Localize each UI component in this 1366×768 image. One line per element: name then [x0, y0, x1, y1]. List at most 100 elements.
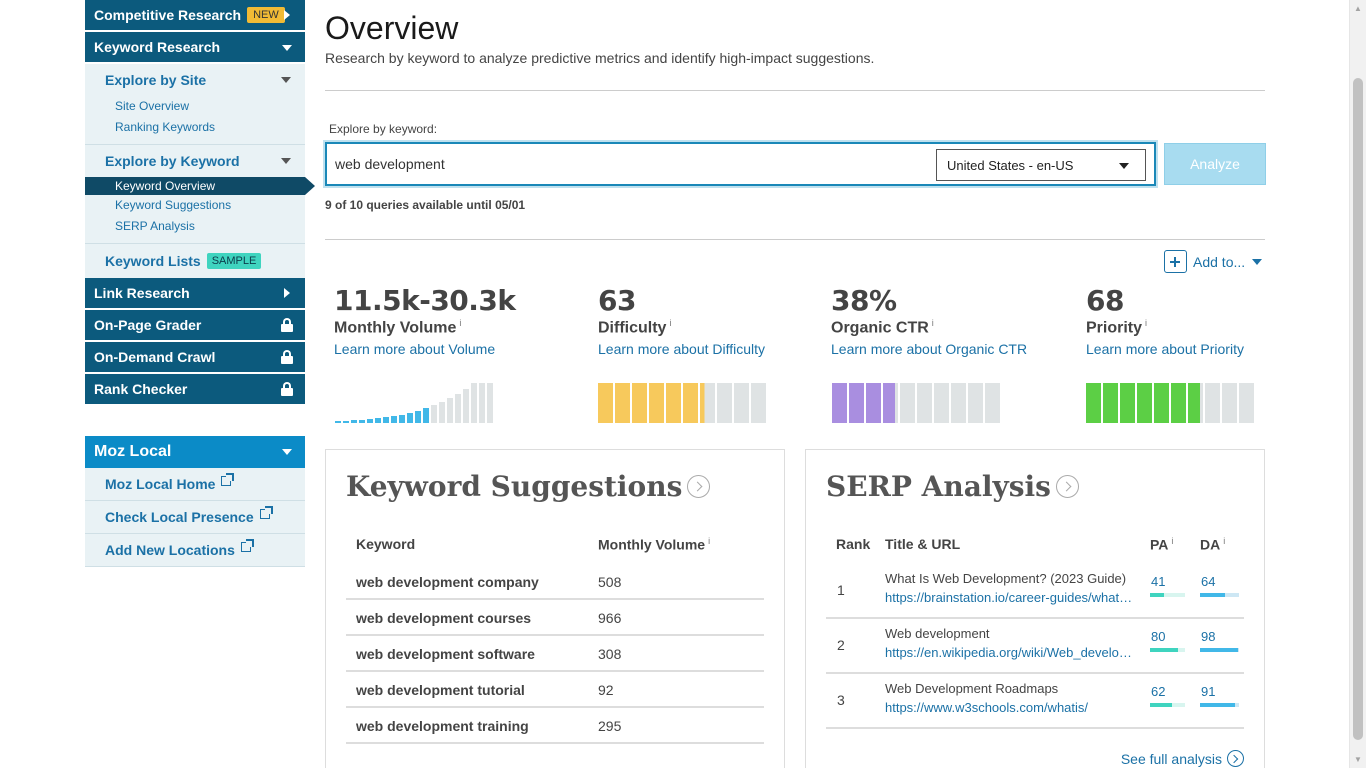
info-icon[interactable]: i [1145, 318, 1148, 328]
column-header-title-url: Title & URL [885, 536, 961, 552]
gauge-segment [1188, 383, 1203, 423]
da-value[interactable]: 64 [1201, 574, 1216, 589]
explore-by-keyword-link[interactable]: Explore by Keyword [105, 153, 240, 169]
chevron-down-icon [1119, 163, 1129, 169]
nav-label: On-Demand Crawl [94, 349, 216, 365]
explore-by-site-header[interactable]: Explore by Site [85, 64, 305, 96]
sidebar-item-keyword-suggestions[interactable]: Keyword Suggestions [85, 195, 305, 216]
moz-local-home-link[interactable]: Moz Local Home [105, 476, 216, 492]
info-icon[interactable]: i [708, 536, 711, 546]
chevron-down-icon [282, 45, 292, 51]
metric-name: Priority i [1086, 318, 1148, 337]
serp-analysis-link[interactable]: SERP Analysis [115, 219, 195, 233]
da-value[interactable]: 98 [1201, 629, 1216, 644]
scrollbar-thumb[interactable] [1353, 78, 1363, 740]
pa-bar [1150, 703, 1185, 707]
organic-ctr-gauge [832, 383, 1002, 423]
keyword-search-input[interactable] [335, 156, 915, 172]
gauge-segment [1171, 383, 1186, 423]
nav-on-demand-crawl[interactable]: On-Demand Crawl [85, 342, 305, 372]
gauge-segment [934, 383, 949, 423]
site-overview-link[interactable]: Site Overview [115, 99, 190, 113]
keyword-lists-item[interactable]: Keyword Lists SAMPLE [85, 244, 305, 278]
info-icon[interactable]: i [1223, 536, 1226, 546]
metric-name: Difficulty i [598, 318, 672, 337]
sidebar-item-add-new-locations[interactable]: Add New Locations [85, 534, 305, 567]
analyze-button[interactable]: Analyze [1164, 143, 1266, 185]
scroll-down-icon[interactable]: ▼ [1354, 755, 1362, 764]
volume-histogram [335, 383, 495, 423]
keyword-lists-link[interactable]: Keyword Lists [105, 253, 201, 269]
sidebar-item-site-overview[interactable]: Site Overview [85, 96, 305, 117]
ranking-keywords-link[interactable]: Ranking Keywords [115, 120, 216, 134]
learn-more-ctr-link[interactable]: Learn more about Organic CTR [831, 341, 1028, 358]
volume-cell: 92 [598, 682, 614, 698]
da-value[interactable]: 91 [1201, 684, 1216, 699]
check-local-presence-link[interactable]: Check Local Presence [105, 509, 254, 525]
result-url-link[interactable]: https://www.w3schools.com/whatis/ [885, 700, 1089, 715]
rank-cell: 1 [837, 582, 845, 598]
volume-bar [415, 411, 421, 423]
page-scrollbar[interactable]: ▲ ▼ [1349, 0, 1366, 768]
nav-link-research[interactable]: Link Research [85, 278, 305, 308]
pa-value[interactable]: 62 [1151, 684, 1166, 699]
serp-analysis-title[interactable]: SERP Analysis [826, 470, 1051, 503]
pa-value[interactable]: 41 [1151, 574, 1166, 589]
pa-value[interactable]: 80 [1151, 629, 1166, 644]
circle-arrow-icon[interactable] [1055, 475, 1079, 498]
sidebar-item-keyword-overview[interactable]: Keyword Overview [85, 177, 315, 195]
explore-by-site-link[interactable]: Explore by Site [105, 72, 207, 88]
add-new-locations-link[interactable]: Add New Locations [105, 542, 235, 558]
learn-more-volume-link[interactable]: Learn more about Volume [334, 341, 496, 358]
keyword-research-submenu: Explore by Site Site Overview Ranking Ke… [85, 64, 315, 278]
keyword-cell: web development courses [356, 610, 532, 626]
sidebar-item-ranking-keywords[interactable]: Ranking Keywords [85, 117, 305, 138]
volume-bar [383, 417, 389, 423]
nav-moz-local[interactable]: Moz Local [85, 436, 305, 468]
nav-label: Moz Local [94, 443, 172, 460]
nav-on-page-grader[interactable]: On-Page Grader [85, 310, 305, 340]
gauge-segment [632, 383, 647, 423]
chevron-down-icon [1252, 258, 1263, 265]
column-header-monthly-volume: Monthly Volume i [598, 536, 711, 553]
learn-more-priority-link[interactable]: Learn more about Priority [1086, 341, 1244, 358]
add-to-label: Add to... [1193, 253, 1246, 270]
learn-more-difficulty-link[interactable]: Learn more about Difficulty [598, 341, 766, 358]
info-icon[interactable]: i [669, 318, 672, 328]
page-subtitle: Research by keyword to analyze predictiv… [325, 50, 875, 66]
sidebar-item-serp-analysis[interactable]: SERP Analysis [85, 216, 305, 237]
keyword-cell: web development software [356, 646, 535, 662]
locale-select[interactable]: United States - en-US [936, 149, 1146, 181]
da-bar-fill [1200, 648, 1239, 652]
da-bar-fill [1200, 593, 1225, 597]
explore-by-keyword-header[interactable]: Explore by Keyword [85, 145, 305, 177]
scroll-up-icon[interactable]: ▲ [1354, 4, 1362, 13]
result-url-link[interactable]: https://en.wikipedia.org/wiki/Web_develo… [885, 645, 1135, 660]
keyword-suggestions-link[interactable]: Keyword Suggestions [115, 198, 232, 212]
chevron-down-icon[interactable] [281, 77, 291, 83]
see-full-analysis-link[interactable]: See full analysis [1121, 750, 1244, 767]
volume-bar [423, 408, 429, 423]
nav-keyword-research[interactable]: Keyword Research [85, 32, 305, 62]
add-to-button[interactable]: Add to... [1164, 250, 1263, 273]
circle-arrow-icon[interactable] [687, 475, 711, 498]
sidebar-item-moz-local-home[interactable]: Moz Local Home [85, 468, 305, 501]
table-row: web development company 508 [346, 564, 764, 600]
nav-competitive-research[interactable]: Competitive Research NEW [85, 0, 305, 30]
sidebar-item-check-local-presence[interactable]: Check Local Presence [85, 501, 305, 534]
keyword-suggestions-title[interactable]: Keyword Suggestions [346, 470, 683, 503]
info-icon[interactable]: i [459, 318, 462, 328]
info-icon[interactable]: i [1171, 536, 1174, 546]
volume-bar [343, 421, 349, 423]
gauge-segment [951, 383, 966, 423]
info-icon[interactable]: i [931, 318, 934, 328]
gauge-segment [1120, 383, 1135, 423]
search-box: United States - en-US [325, 142, 1156, 186]
nav-rank-checker[interactable]: Rank Checker [85, 374, 305, 404]
volume-cell: 295 [598, 718, 622, 734]
metric-priority: 68 Priority i Learn more about Priority [1086, 284, 1244, 357]
result-url-link[interactable]: https://brainstation.io/career-guides/wh… [885, 590, 1135, 605]
chevron-down-icon[interactable] [281, 158, 291, 164]
table-row: web development tutorial 92 [346, 672, 764, 708]
